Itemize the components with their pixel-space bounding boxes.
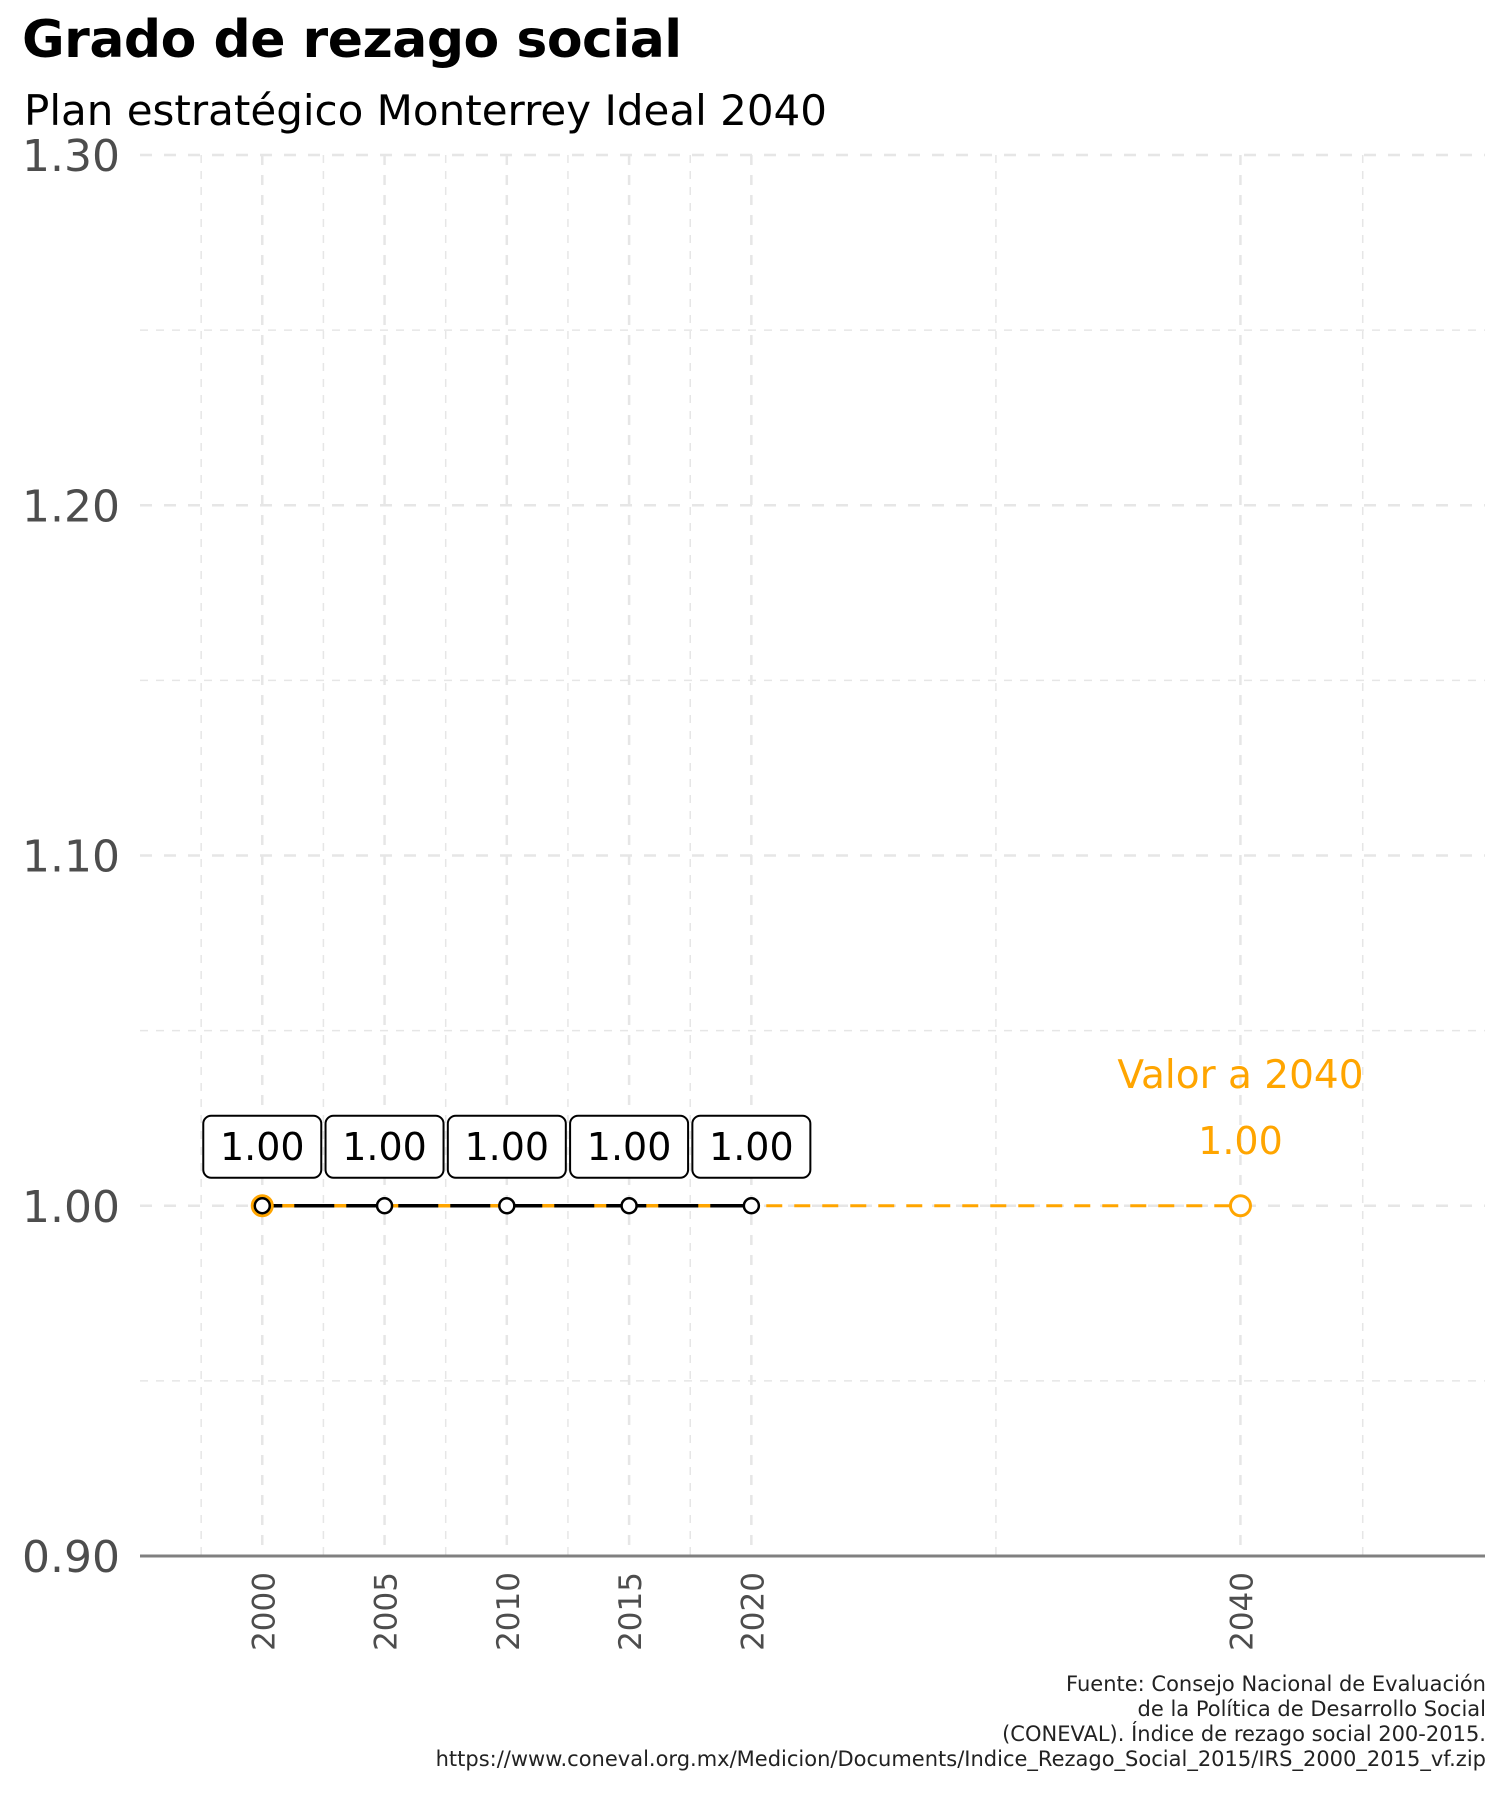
x-tick-label: 2040 [1224, 1572, 1260, 1651]
caption-line: Fuente: Consejo Nacional de Evaluación [1066, 1672, 1486, 1696]
y-tick-label: 1.30 [22, 131, 120, 182]
x-tick-label: 2005 [369, 1572, 405, 1651]
x-tick-label: 2020 [735, 1572, 771, 1651]
caption-line: https://www.coneval.org.mx/Medicion/Docu… [435, 1747, 1486, 1771]
data-point [253, 1197, 272, 1215]
data-labels: 1.00 1.00 1.00 1.00 1.00 Valor a 2040 1.00 [202, 1053, 1364, 1179]
data-point [742, 1197, 761, 1215]
y-tick-label: 1.10 [22, 832, 120, 883]
data-label: 1.00 [342, 1125, 427, 1169]
y-tick-label: 1.20 [22, 481, 120, 532]
data-label: 1.00 [587, 1125, 672, 1169]
target-point [1228, 1194, 1252, 1218]
source-caption: Fuente: Consejo Nacional de Evaluación d… [436, 1672, 1486, 1772]
data-label-box [446, 1114, 567, 1179]
series [250, 1194, 1252, 1218]
caption-line: (CONEVAL). Índice de rezago social 200-2… [1002, 1722, 1486, 1746]
data-label: 1.00 [220, 1125, 305, 1169]
data-point [498, 1197, 516, 1215]
target-annotation: Valor a 2040 [1117, 1053, 1363, 1098]
data-label: 1.00 [709, 1125, 794, 1169]
grid [140, 153, 1485, 1558]
caption-line: de la Política de Desarrollo Social [1137, 1697, 1486, 1721]
data-label-box [202, 1114, 323, 1179]
axes: 0.90 1.00 1.10 1.20 1.30 2000 2005 2010 2015 2020… [22, 131, 1485, 1651]
target-value-label: 1.00 [1198, 1119, 1283, 1163]
data-label: 1.00 [465, 1125, 550, 1169]
y-tick-label: 0.90 [22, 1532, 120, 1583]
x-tick-label: 2010 [491, 1572, 527, 1651]
x-tick-label: 2015 [613, 1572, 649, 1651]
chart-subtitle: Plan estratégico Monterrey Ideal 2040 [24, 86, 827, 135]
data-point [620, 1197, 638, 1215]
data-label-box [569, 1114, 690, 1179]
data-label-box [324, 1114, 445, 1179]
data-point [375, 1197, 394, 1215]
chart-title: Grado de rezago social [22, 10, 682, 70]
y-tick-label: 1.00 [22, 1182, 120, 1233]
x-tick-label: 2000 [246, 1572, 282, 1651]
data-label-box [691, 1114, 812, 1179]
